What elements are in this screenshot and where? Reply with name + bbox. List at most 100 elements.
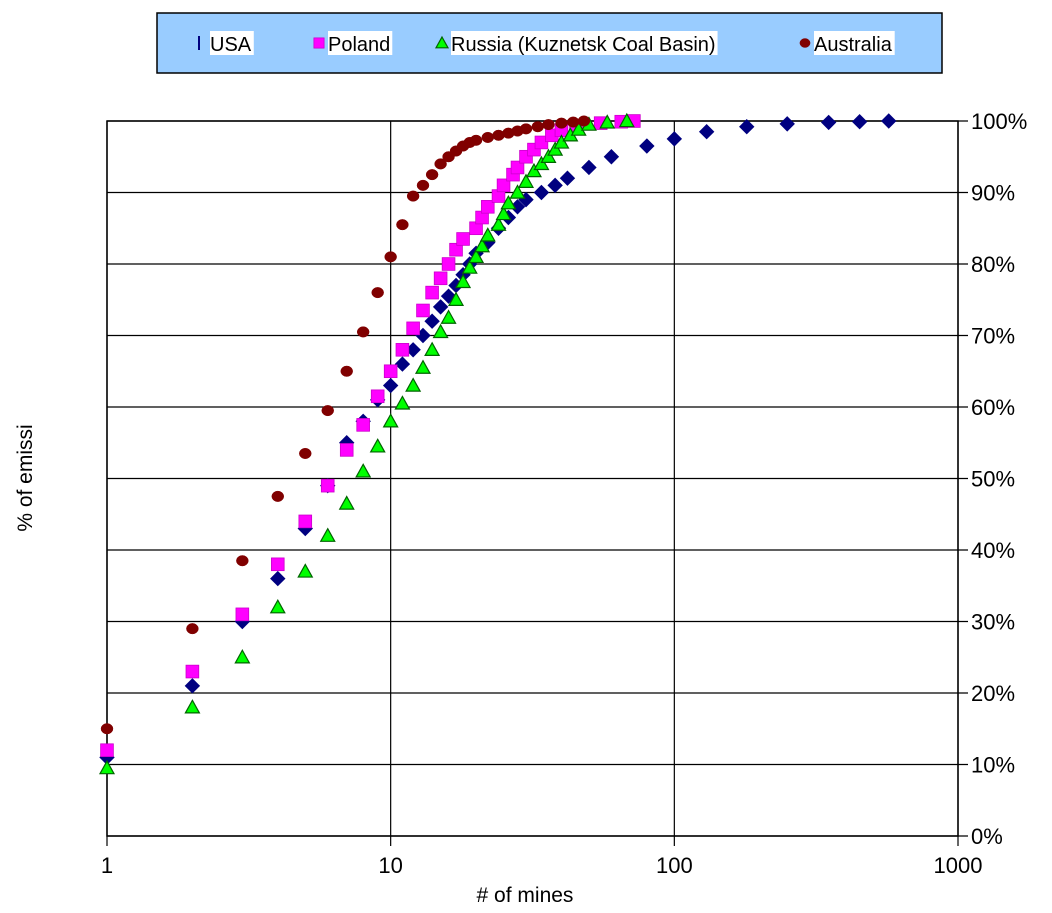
data-point: [509, 184, 526, 199]
legend-label-bg: [328, 31, 393, 55]
data-point: [739, 119, 755, 135]
data-point: [320, 478, 335, 493]
data-point: [481, 131, 495, 143]
data-point: [370, 389, 385, 404]
y-tick-label: 20%: [971, 681, 1015, 706]
plot-area: 1 10 100 1000 0% 10% 20% 30% 40% 50% 60% 70% 80% 90%…: [98, 109, 1027, 878]
legend-entry: USA: [198, 31, 254, 56]
data-point: [559, 170, 576, 186]
data-point: [355, 463, 372, 478]
y-axis-title: % of emissi: [14, 424, 37, 531]
data-point: [425, 169, 439, 181]
data-point: [319, 527, 336, 542]
data-point: [481, 200, 495, 214]
data-point: [424, 341, 441, 356]
x-tick-label: 100: [656, 853, 693, 878]
data-point: [533, 184, 550, 201]
legend-label: Russia (Kuznetsk Coal Basin): [451, 34, 716, 56]
data-point: [340, 365, 353, 377]
data-point: [406, 190, 420, 202]
legend-marker: [799, 38, 811, 48]
y-tick-label: 50%: [971, 467, 1015, 492]
data-point: [425, 285, 439, 300]
data-point: [416, 179, 430, 191]
data-point: [496, 178, 511, 193]
data-point: [566, 116, 580, 128]
data-point: [432, 299, 449, 315]
y-tick-label: 0%: [971, 824, 1003, 849]
data-point: [416, 303, 430, 318]
data-point: [184, 678, 201, 694]
data-point: [553, 134, 570, 149]
series-australia: [100, 115, 591, 735]
data-point: [547, 177, 563, 194]
data-point: [394, 395, 411, 410]
y-tick-label: 30%: [971, 610, 1015, 635]
data-point: [461, 259, 478, 274]
data-point: [448, 291, 465, 306]
data-point: [394, 356, 411, 372]
data-point: [382, 377, 399, 394]
x-tick-label: 1000: [934, 853, 983, 878]
data-point: [299, 447, 312, 459]
data-point: [100, 723, 114, 735]
data-point: [234, 649, 251, 664]
data-point: [490, 216, 507, 231]
data-point: [432, 323, 449, 339]
legend-label: USA: [210, 34, 252, 56]
data-point: [434, 158, 447, 170]
data-point: [297, 563, 314, 578]
data-point: [533, 155, 550, 171]
data-point: [321, 405, 334, 417]
data-point: [235, 607, 250, 622]
y-tick-label: 10%: [971, 753, 1015, 778]
data-point: [479, 227, 496, 242]
x-tick-label: 10: [378, 853, 402, 878]
data-point: [519, 123, 533, 135]
data-point: [440, 309, 457, 324]
data-point: [851, 114, 868, 130]
data-point: [98, 759, 116, 775]
data-point: [271, 557, 285, 572]
data-point: [449, 242, 463, 257]
data-point: [414, 359, 432, 374]
data-point: [356, 326, 370, 338]
x-axis-title: # of mines: [477, 884, 574, 907]
data-point: [639, 138, 655, 154]
data-point: [618, 112, 635, 128]
data-point: [269, 598, 286, 614]
legend-label: Australia: [814, 34, 893, 56]
legend-label-bg: [451, 31, 718, 55]
data-point: [666, 131, 683, 147]
x-tick-label: 1: [101, 853, 113, 878]
data-point: [474, 237, 491, 253]
legend-entry: Poland: [313, 31, 393, 56]
y-tick-label: 70%: [971, 324, 1015, 349]
data-point: [100, 743, 114, 757]
data-point: [599, 114, 616, 129]
data-point: [395, 343, 410, 357]
data-point: [338, 495, 355, 510]
legend-marker: [313, 37, 325, 49]
data-point: [406, 321, 420, 336]
data-point: [517, 173, 535, 188]
data-point: [384, 251, 397, 263]
data-point: [820, 114, 837, 131]
legend-label: Poland: [328, 34, 390, 56]
plot-border: [106, 120, 959, 837]
data-point: [540, 148, 557, 163]
data-point: [424, 313, 440, 329]
data-point: [298, 514, 313, 529]
data-point: [339, 443, 354, 457]
y-tick-label: 80%: [971, 252, 1015, 277]
data-point: [356, 418, 370, 432]
y-tick-label: 100%: [971, 109, 1027, 134]
data-point: [396, 219, 409, 231]
data-point: [500, 194, 517, 210]
data-point: [469, 134, 483, 146]
data-point: [184, 699, 201, 714]
legend-entry: Australia: [799, 31, 895, 56]
data-point: [405, 377, 422, 392]
data-point: [441, 257, 456, 271]
